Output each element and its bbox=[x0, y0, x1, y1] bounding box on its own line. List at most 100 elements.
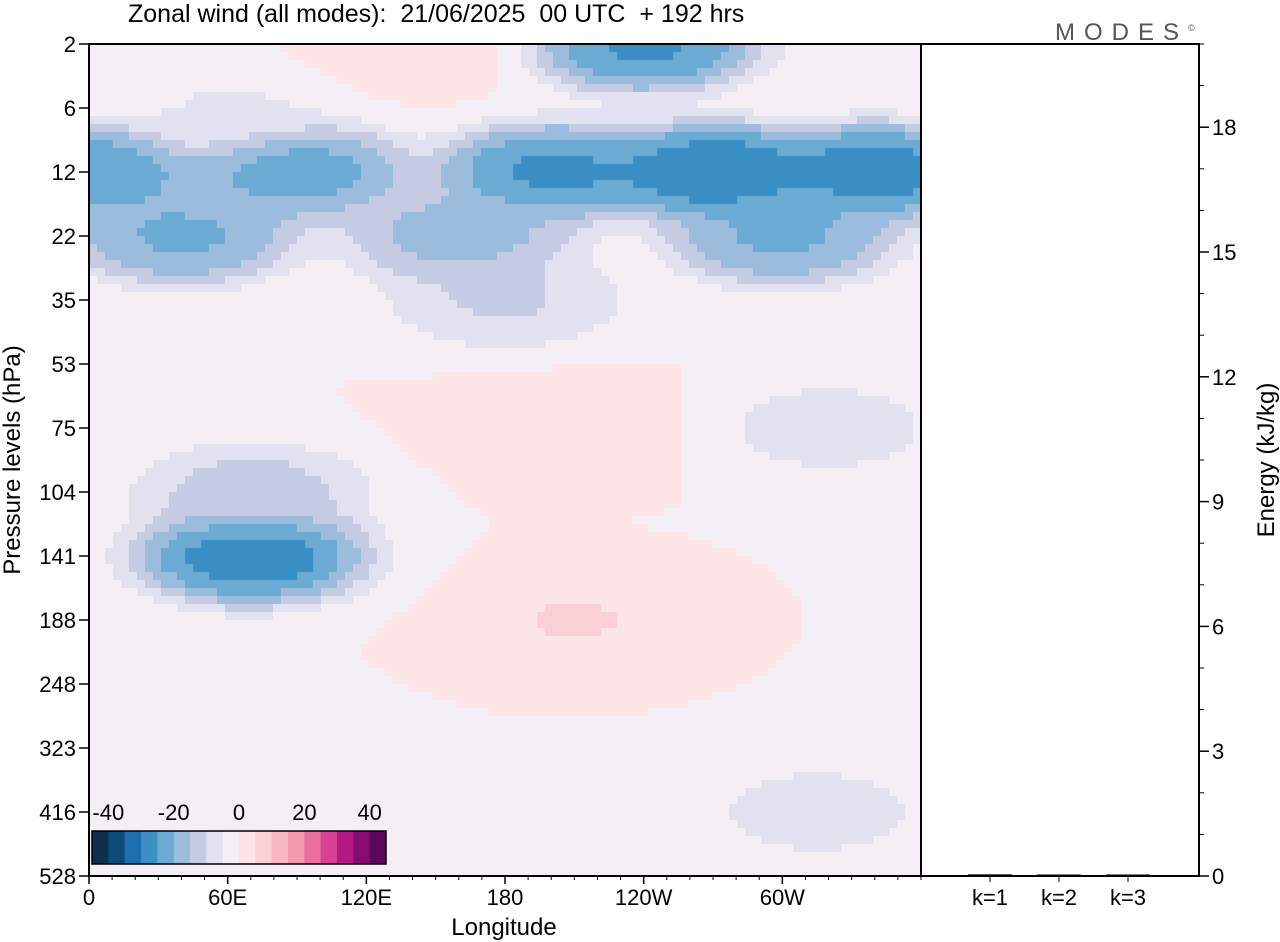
heatmap-cell bbox=[649, 268, 658, 277]
heatmap-cell bbox=[809, 92, 818, 101]
heatmap-cell bbox=[913, 340, 921, 349]
heatmap-cell bbox=[193, 316, 202, 325]
heatmap-cell bbox=[609, 156, 618, 165]
heatmap-cell bbox=[425, 116, 434, 125]
heatmap-cell bbox=[329, 212, 338, 221]
heatmap-cell bbox=[801, 180, 810, 189]
heatmap-cell bbox=[465, 244, 474, 253]
heatmap-cell bbox=[633, 252, 642, 261]
heatmap-cell bbox=[625, 140, 634, 149]
heatmap-cell bbox=[385, 332, 394, 341]
heatmap-cell bbox=[473, 380, 482, 389]
heatmap-cell bbox=[473, 356, 482, 365]
heatmap-cell bbox=[273, 188, 282, 197]
heatmap-cell bbox=[617, 100, 626, 109]
heatmap-cell bbox=[561, 68, 570, 77]
heatmap-cell bbox=[385, 148, 394, 157]
heatmap-cell bbox=[825, 140, 834, 149]
heatmap-cell bbox=[601, 100, 610, 109]
heatmap-cell bbox=[609, 68, 618, 77]
heatmap-cell bbox=[553, 188, 562, 197]
heatmap-cell bbox=[105, 372, 114, 381]
heatmap-cell bbox=[209, 140, 218, 149]
heatmap-cell bbox=[249, 396, 258, 405]
heatmap-cell bbox=[697, 396, 706, 405]
heatmap-cell bbox=[665, 260, 674, 269]
heatmap-cell bbox=[305, 388, 314, 397]
heatmap-cell bbox=[713, 132, 722, 141]
heatmap-cell bbox=[497, 332, 506, 341]
heatmap-cell bbox=[761, 324, 770, 333]
heatmap-cell bbox=[857, 148, 866, 157]
heatmap-cell bbox=[289, 404, 298, 413]
heatmap-cell bbox=[281, 388, 290, 397]
heatmap-cell bbox=[753, 68, 762, 77]
heatmap-cell bbox=[809, 132, 818, 141]
heatmap-cell bbox=[521, 396, 530, 405]
heatmap-cell bbox=[225, 396, 234, 405]
heatmap-cell bbox=[217, 140, 226, 149]
heatmap-cell bbox=[689, 404, 698, 413]
heatmap-cell bbox=[809, 372, 818, 381]
heatmap-cell bbox=[713, 260, 722, 269]
heatmap-cell bbox=[377, 284, 386, 293]
heatmap-cell bbox=[737, 260, 746, 269]
heatmap-cell bbox=[241, 172, 250, 181]
heatmap-cell bbox=[209, 292, 218, 301]
heatmap-cell bbox=[297, 44, 306, 53]
heatmap-cell bbox=[849, 180, 858, 189]
heatmap-cell bbox=[297, 332, 306, 341]
heatmap-cell bbox=[777, 244, 786, 253]
heatmap-cell bbox=[289, 228, 298, 237]
heatmap-cell bbox=[673, 372, 682, 381]
heatmap-cell bbox=[345, 68, 354, 77]
heatmap-cell bbox=[113, 412, 122, 421]
heatmap-cell bbox=[449, 316, 458, 325]
heatmap-cell bbox=[297, 52, 306, 61]
heatmap-cell bbox=[177, 116, 186, 125]
heatmap-cell bbox=[161, 236, 170, 245]
heatmap-cell bbox=[257, 260, 266, 269]
heatmap-cell bbox=[745, 244, 754, 253]
heatmap-cell bbox=[129, 340, 138, 349]
heatmap-cell bbox=[889, 236, 898, 245]
heatmap-cell bbox=[257, 284, 266, 293]
heatmap-cell bbox=[497, 156, 506, 165]
heatmap-cell bbox=[825, 388, 834, 397]
heatmap-cell bbox=[97, 356, 106, 365]
heatmap-cell bbox=[705, 276, 714, 285]
heatmap-cell bbox=[209, 412, 218, 421]
heatmap-cell bbox=[385, 212, 394, 221]
heatmap-cell bbox=[417, 212, 426, 221]
heatmap-cell bbox=[345, 324, 354, 333]
heatmap-cell bbox=[849, 268, 858, 277]
heatmap-cell bbox=[105, 204, 114, 213]
heatmap-cell bbox=[497, 52, 506, 61]
heatmap-cell bbox=[609, 276, 618, 285]
heatmap-cell bbox=[745, 132, 754, 141]
heatmap-cell bbox=[113, 108, 122, 117]
heatmap-cell bbox=[897, 260, 906, 269]
heatmap-cell bbox=[265, 372, 274, 381]
heatmap-cell bbox=[569, 156, 578, 165]
heatmap-cell bbox=[289, 396, 298, 405]
heatmap-cell bbox=[553, 388, 562, 397]
heatmap-cell bbox=[801, 332, 810, 341]
heatmap-cell bbox=[433, 132, 442, 141]
heatmap-cell bbox=[137, 396, 146, 405]
heatmap-cell bbox=[153, 364, 162, 373]
heatmap-cell bbox=[601, 228, 610, 237]
heatmap-cell bbox=[697, 204, 706, 213]
heatmap-cell bbox=[473, 204, 482, 213]
heatmap-cell bbox=[225, 332, 234, 341]
heatmap-cell bbox=[561, 188, 570, 197]
heatmap-cell bbox=[185, 332, 194, 341]
heatmap-cell bbox=[729, 348, 738, 357]
heatmap-cell bbox=[913, 364, 921, 373]
heatmap-cell bbox=[497, 364, 506, 373]
heatmap-cell bbox=[689, 268, 698, 277]
heatmap-cell bbox=[745, 412, 754, 421]
heatmap-cell bbox=[337, 180, 346, 189]
heatmap-cell bbox=[489, 164, 498, 173]
heatmap-cell bbox=[481, 76, 490, 85]
